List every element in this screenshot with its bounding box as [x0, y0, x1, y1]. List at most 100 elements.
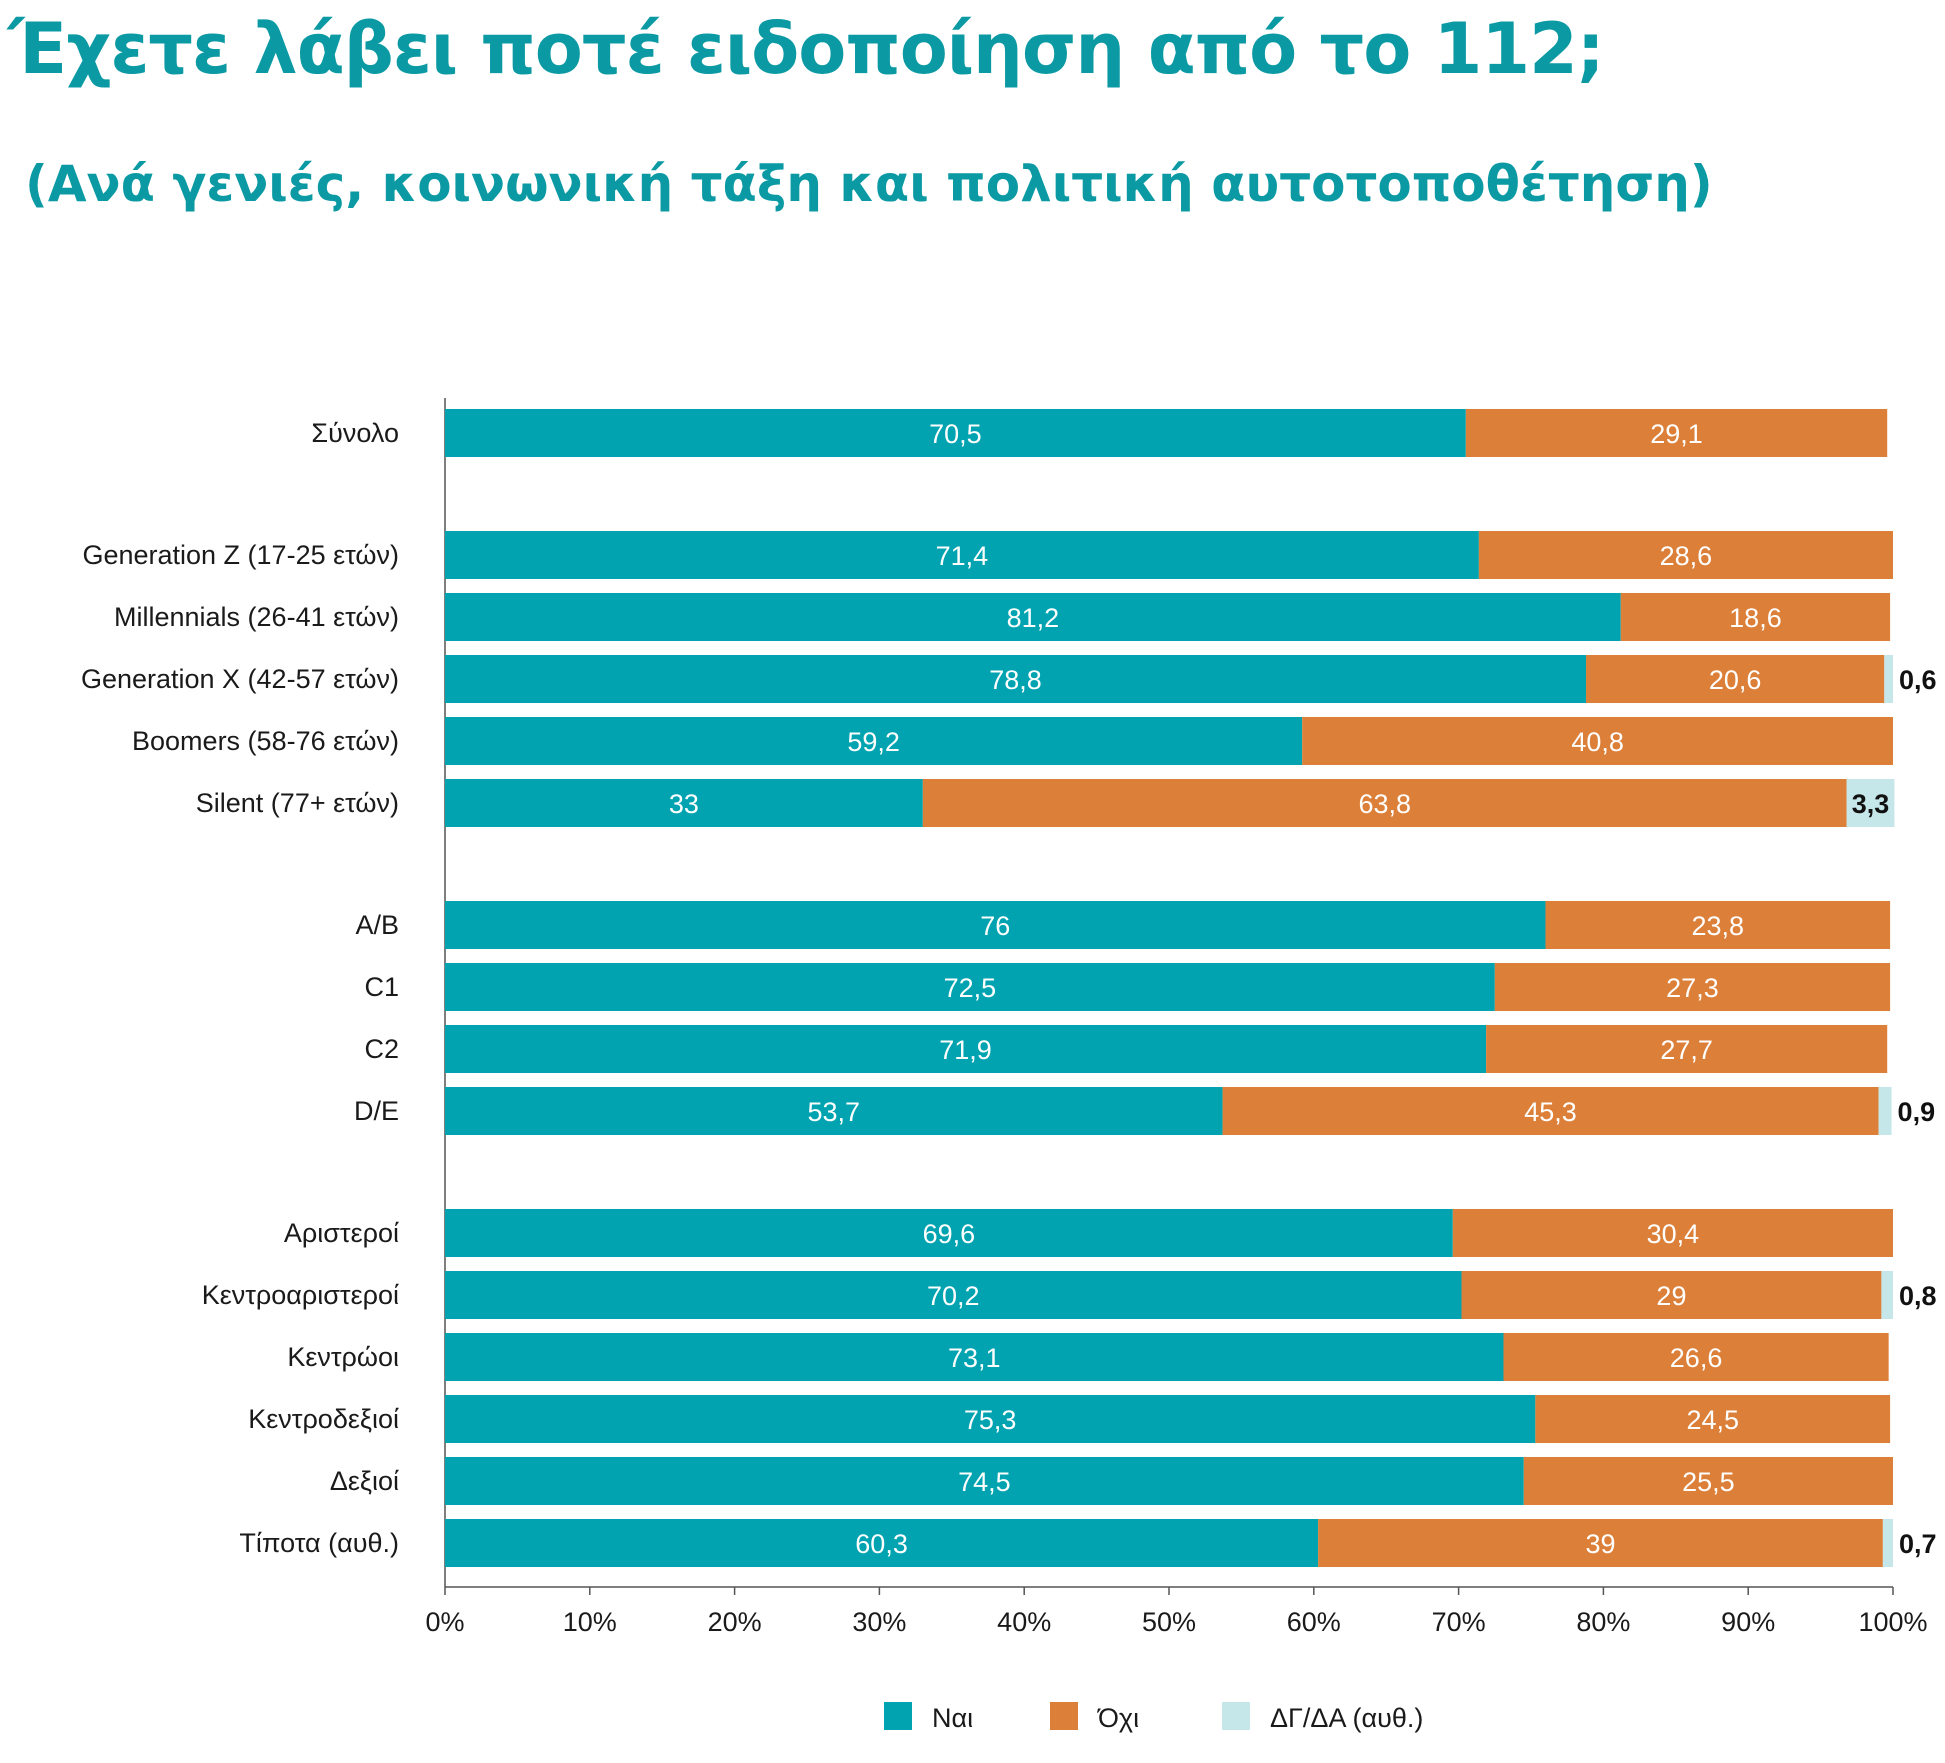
x-tick-label: 80%: [1576, 1607, 1630, 1637]
data-label: 72,5: [944, 973, 997, 1003]
bar-segment-no: [1452, 1209, 1893, 1257]
bar-segment-yes: [445, 1457, 1524, 1505]
data-label: 81,2: [1007, 603, 1060, 633]
category-label: Generation Z (17-25 ετών): [82, 540, 399, 570]
bar-segment-no: [1318, 1519, 1883, 1567]
data-label: 0,8: [1899, 1281, 1937, 1311]
x-tick-label: 70%: [1432, 1607, 1486, 1637]
x-tick-label: 20%: [708, 1607, 762, 1637]
bar-segment-dk: [1881, 1271, 1893, 1319]
x-tick-label: 0%: [425, 1607, 464, 1637]
data-label: 45,3: [1524, 1097, 1577, 1127]
x-tick-label: 90%: [1721, 1607, 1775, 1637]
category-label: Κεντροαριστεροί: [202, 1280, 399, 1310]
x-tick-label: 100%: [1858, 1607, 1927, 1637]
legend-swatch: [1222, 1702, 1250, 1730]
data-label: 0,7: [1899, 1529, 1937, 1559]
bar-segment-no: [1545, 901, 1891, 949]
legend-label: Όχι: [1097, 1703, 1139, 1733]
data-label: 59,2: [847, 727, 900, 757]
data-label: 18,6: [1729, 603, 1782, 633]
category-label: Generation X (42-57 ετών): [81, 664, 399, 694]
bar-segment-no: [1478, 531, 1893, 579]
data-label: 20,6: [1709, 665, 1762, 695]
bar-segment-yes: [445, 1519, 1319, 1567]
bar-segment-yes: [445, 1271, 1462, 1319]
category-label: Δεξιοί: [330, 1466, 399, 1496]
bar-segment-no: [1302, 717, 1893, 765]
bar-segment-yes: [445, 1087, 1223, 1135]
data-label: 26,6: [1670, 1343, 1723, 1373]
data-label: 28,6: [1660, 541, 1713, 571]
bar-segment-dk: [1846, 779, 1895, 827]
page-subtitle: (Ανά γενιές, κοινωνική τάξη και πολιτική…: [25, 155, 1713, 213]
data-label: 73,1: [948, 1343, 1001, 1373]
data-label: 60,3: [855, 1529, 908, 1559]
category-label: Σύνολο: [311, 418, 399, 448]
data-label: 23,8: [1692, 911, 1745, 941]
data-label: 24,5: [1686, 1405, 1739, 1435]
bar-segment-dk: [1884, 655, 1893, 703]
category-label: C1: [364, 972, 399, 1002]
data-label: 30,4: [1647, 1219, 1700, 1249]
bar-segment-yes: [445, 1209, 1453, 1257]
bar-segment-yes: [445, 779, 923, 827]
legend-swatch: [884, 1702, 912, 1730]
bar-segment-no: [1586, 655, 1885, 703]
bar-segment-yes: [445, 655, 1587, 703]
data-label: 29: [1656, 1281, 1686, 1311]
data-label: 40,8: [1571, 727, 1624, 757]
bar-segment-no: [1222, 1087, 1879, 1135]
data-label: 75,3: [964, 1405, 1017, 1435]
x-tick-label: 50%: [1142, 1607, 1196, 1637]
data-label: 71,9: [939, 1035, 992, 1065]
bar-segment-no: [1620, 593, 1891, 641]
x-tick-label: 60%: [1287, 1607, 1341, 1637]
data-label: 74,5: [958, 1467, 1011, 1497]
bar-segment-dk: [1878, 1087, 1892, 1135]
bar-segment-yes: [445, 1025, 1487, 1073]
bar-segment-yes: [445, 717, 1303, 765]
bar-segment-yes: [445, 1333, 1504, 1381]
category-label: Κεντροδεξιοί: [248, 1404, 399, 1434]
category-label: C2: [364, 1034, 399, 1064]
category-label: A/B: [355, 910, 399, 940]
legend-swatch: [1050, 1702, 1078, 1730]
bar-segment-no: [1523, 1457, 1893, 1505]
x-tick-label: 30%: [852, 1607, 906, 1637]
category-label: Αριστεροί: [284, 1218, 399, 1248]
data-label: 53,7: [808, 1097, 861, 1127]
bar-segment-yes: [445, 593, 1621, 641]
data-label: 0,9: [1898, 1097, 1936, 1127]
data-label: 70,5: [929, 419, 982, 449]
data-label: 27,7: [1660, 1035, 1713, 1065]
data-label: 33: [669, 789, 699, 819]
bar-segment-yes: [445, 409, 1466, 457]
data-label: 29,1: [1650, 419, 1703, 449]
data-label: 76: [980, 911, 1010, 941]
bar-segment-yes: [445, 531, 1479, 579]
page-title: Έχετε λάβει ποτέ ειδοποίηση από το 112;: [8, 8, 1605, 90]
data-label: 69,6: [923, 1219, 976, 1249]
bar-segment-dk: [1882, 1519, 1893, 1567]
category-label: Silent (77+ ετών): [196, 788, 399, 818]
x-tick-label: 40%: [997, 1607, 1051, 1637]
category-label: Τίποτα (αυθ.): [239, 1528, 399, 1558]
bar-segment-no: [1494, 963, 1891, 1011]
data-label: 39: [1585, 1529, 1615, 1559]
category-label: Κεντρώοι: [287, 1342, 399, 1372]
data-label: 70,2: [927, 1281, 980, 1311]
category-label: Boomers (58-76 ετών): [132, 726, 399, 756]
category-label: Millennials (26-41 ετών): [114, 602, 399, 632]
bar-segment-no: [1461, 1271, 1882, 1319]
bar-segment-no: [922, 779, 1847, 827]
data-label: 71,4: [936, 541, 989, 571]
x-tick-label: 10%: [563, 1607, 617, 1637]
bar-segment-yes: [445, 901, 1546, 949]
data-label: 3,3: [1852, 789, 1890, 819]
data-label: 78,8: [989, 665, 1042, 695]
data-label: 25,5: [1682, 1467, 1735, 1497]
bar-segment-no: [1503, 1333, 1889, 1381]
bar-segment-no: [1465, 409, 1888, 457]
